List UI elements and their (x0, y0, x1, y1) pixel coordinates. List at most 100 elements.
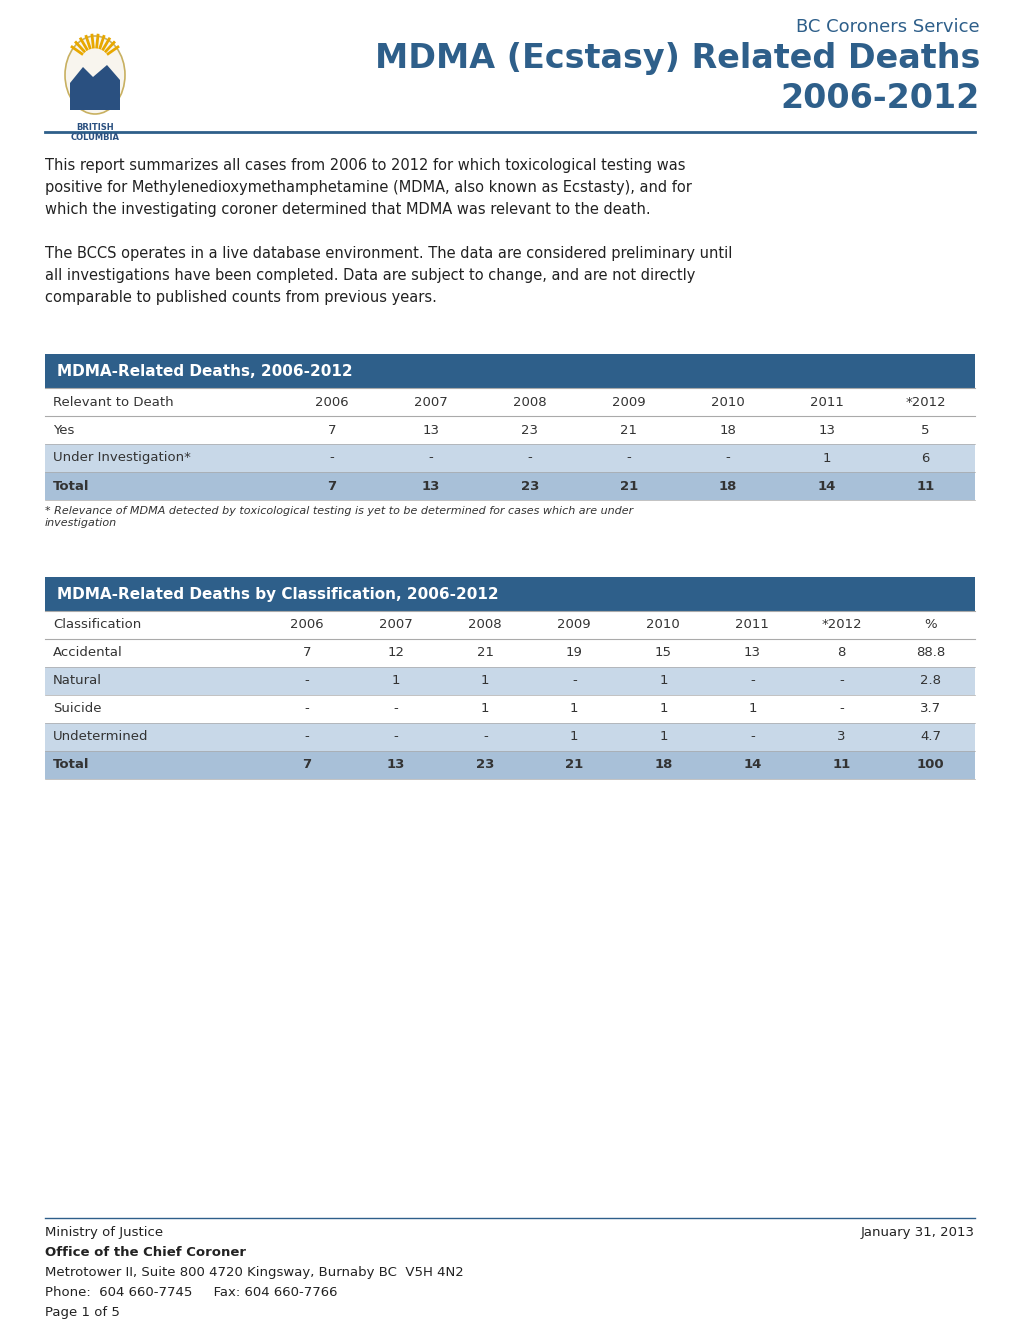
FancyBboxPatch shape (45, 696, 974, 723)
Text: *2012: *2012 (904, 396, 945, 408)
Text: * Relevance of MDMA detected by toxicological testing is yet to be determined fo: * Relevance of MDMA detected by toxicolo… (45, 506, 633, 528)
Text: 2009: 2009 (611, 396, 645, 408)
Text: MDMA-Related Deaths by Classification, 2006-2012: MDMA-Related Deaths by Classification, 2… (57, 586, 498, 602)
Text: 1: 1 (747, 702, 756, 715)
Text: 23: 23 (521, 424, 538, 437)
Text: -: - (626, 451, 631, 465)
Text: 7: 7 (303, 759, 312, 771)
Text: Classification: Classification (53, 619, 141, 631)
Text: 2011: 2011 (735, 619, 768, 631)
FancyBboxPatch shape (45, 639, 974, 667)
Text: 13: 13 (817, 424, 835, 437)
Text: 21: 21 (619, 479, 637, 492)
Text: Metrotower II, Suite 800 4720 Kingsway, Burnaby BC  V5H 4N2: Metrotower II, Suite 800 4720 Kingsway, … (45, 1266, 464, 1279)
Text: 21: 21 (565, 759, 583, 771)
Text: *2012: *2012 (820, 619, 861, 631)
Text: -: - (839, 702, 843, 715)
FancyBboxPatch shape (45, 416, 974, 444)
Text: 4.7: 4.7 (919, 730, 941, 743)
Text: 7: 7 (327, 479, 336, 492)
Text: 2.8: 2.8 (919, 675, 941, 688)
Text: 21: 21 (476, 647, 493, 660)
FancyBboxPatch shape (45, 611, 974, 639)
Text: 21: 21 (620, 424, 637, 437)
Text: -: - (393, 730, 398, 743)
Text: Relevant to Death: Relevant to Death (53, 396, 173, 408)
Text: 88.8: 88.8 (915, 647, 945, 660)
Text: 1: 1 (481, 702, 489, 715)
Text: 2011: 2011 (809, 396, 843, 408)
Text: 18: 18 (653, 759, 672, 771)
Text: -: - (749, 730, 754, 743)
Text: 3: 3 (837, 730, 845, 743)
Text: 7: 7 (303, 647, 311, 660)
Text: 13: 13 (422, 424, 439, 437)
Text: 19: 19 (566, 647, 582, 660)
Text: Suicide: Suicide (53, 702, 102, 715)
Text: 6: 6 (920, 451, 928, 465)
Text: Total: Total (53, 479, 90, 492)
Text: 18: 18 (717, 479, 736, 492)
Text: 2007: 2007 (414, 396, 447, 408)
Text: BC Coroners Service: BC Coroners Service (796, 18, 979, 36)
FancyBboxPatch shape (45, 723, 974, 751)
Text: Page 1 of 5: Page 1 of 5 (45, 1305, 120, 1319)
Text: which the investigating coroner determined that MDMA was relevant to the death.: which the investigating coroner determin… (45, 202, 650, 216)
Text: 3.7: 3.7 (919, 702, 941, 715)
Text: -: - (749, 675, 754, 688)
Text: 11: 11 (915, 479, 933, 492)
FancyBboxPatch shape (45, 751, 974, 779)
Polygon shape (70, 65, 120, 90)
Text: 7: 7 (327, 424, 336, 437)
Text: 13: 13 (743, 647, 760, 660)
Text: all investigations have been completed. Data are subject to change, and are not : all investigations have been completed. … (45, 268, 695, 282)
Text: 14: 14 (816, 479, 835, 492)
Text: Ministry of Justice: Ministry of Justice (45, 1226, 163, 1239)
Text: Accidental: Accidental (53, 647, 122, 660)
Text: 2008: 2008 (468, 619, 501, 631)
Text: 100: 100 (916, 759, 944, 771)
Text: 5: 5 (920, 424, 929, 437)
FancyBboxPatch shape (45, 444, 974, 473)
FancyBboxPatch shape (45, 354, 974, 388)
Ellipse shape (65, 36, 125, 114)
FancyBboxPatch shape (45, 388, 974, 416)
Text: 1: 1 (658, 702, 667, 715)
Text: -: - (572, 675, 576, 688)
Text: 2006: 2006 (290, 619, 324, 631)
Text: COLUMBIA: COLUMBIA (70, 133, 119, 143)
Text: MDMA (Ecstasy) Related Deaths: MDMA (Ecstasy) Related Deaths (374, 42, 979, 75)
Text: 2010: 2010 (710, 396, 744, 408)
Text: -: - (329, 451, 334, 465)
Text: 2006: 2006 (315, 396, 348, 408)
Text: -: - (305, 730, 309, 743)
Text: 23: 23 (476, 759, 494, 771)
Text: 1: 1 (658, 675, 667, 688)
Text: MDMA-Related Deaths, 2006-2012: MDMA-Related Deaths, 2006-2012 (57, 363, 353, 379)
Text: 1: 1 (391, 675, 400, 688)
Text: -: - (305, 675, 309, 688)
Text: 11: 11 (832, 759, 850, 771)
Text: January 31, 2013: January 31, 2013 (860, 1226, 974, 1239)
Text: Total: Total (53, 759, 90, 771)
Text: 2009: 2009 (557, 619, 591, 631)
Text: 12: 12 (387, 647, 405, 660)
Text: comparable to published counts from previous years.: comparable to published counts from prev… (45, 290, 436, 305)
Text: 2008: 2008 (513, 396, 546, 408)
Text: 14: 14 (743, 759, 761, 771)
FancyBboxPatch shape (45, 667, 974, 696)
Text: 2010: 2010 (646, 619, 680, 631)
Text: 13: 13 (386, 759, 405, 771)
Text: %: % (923, 619, 935, 631)
Text: -: - (725, 451, 730, 465)
Text: The BCCS operates in a live database environment. The data are considered prelim: The BCCS operates in a live database env… (45, 246, 732, 261)
Text: 1: 1 (821, 451, 830, 465)
FancyBboxPatch shape (45, 473, 974, 500)
Text: -: - (393, 702, 398, 715)
Text: positive for Methylenedioxymethamphetamine (MDMA, also known as Ecstasty), and f: positive for Methylenedioxymethamphetami… (45, 180, 691, 195)
Text: 23: 23 (520, 479, 538, 492)
Text: BRITISH: BRITISH (76, 123, 114, 132)
Text: Phone:  604 660-7745     Fax: 604 660-7766: Phone: 604 660-7745 Fax: 604 660-7766 (45, 1286, 337, 1299)
Text: -: - (482, 730, 487, 743)
Text: 1: 1 (570, 702, 578, 715)
